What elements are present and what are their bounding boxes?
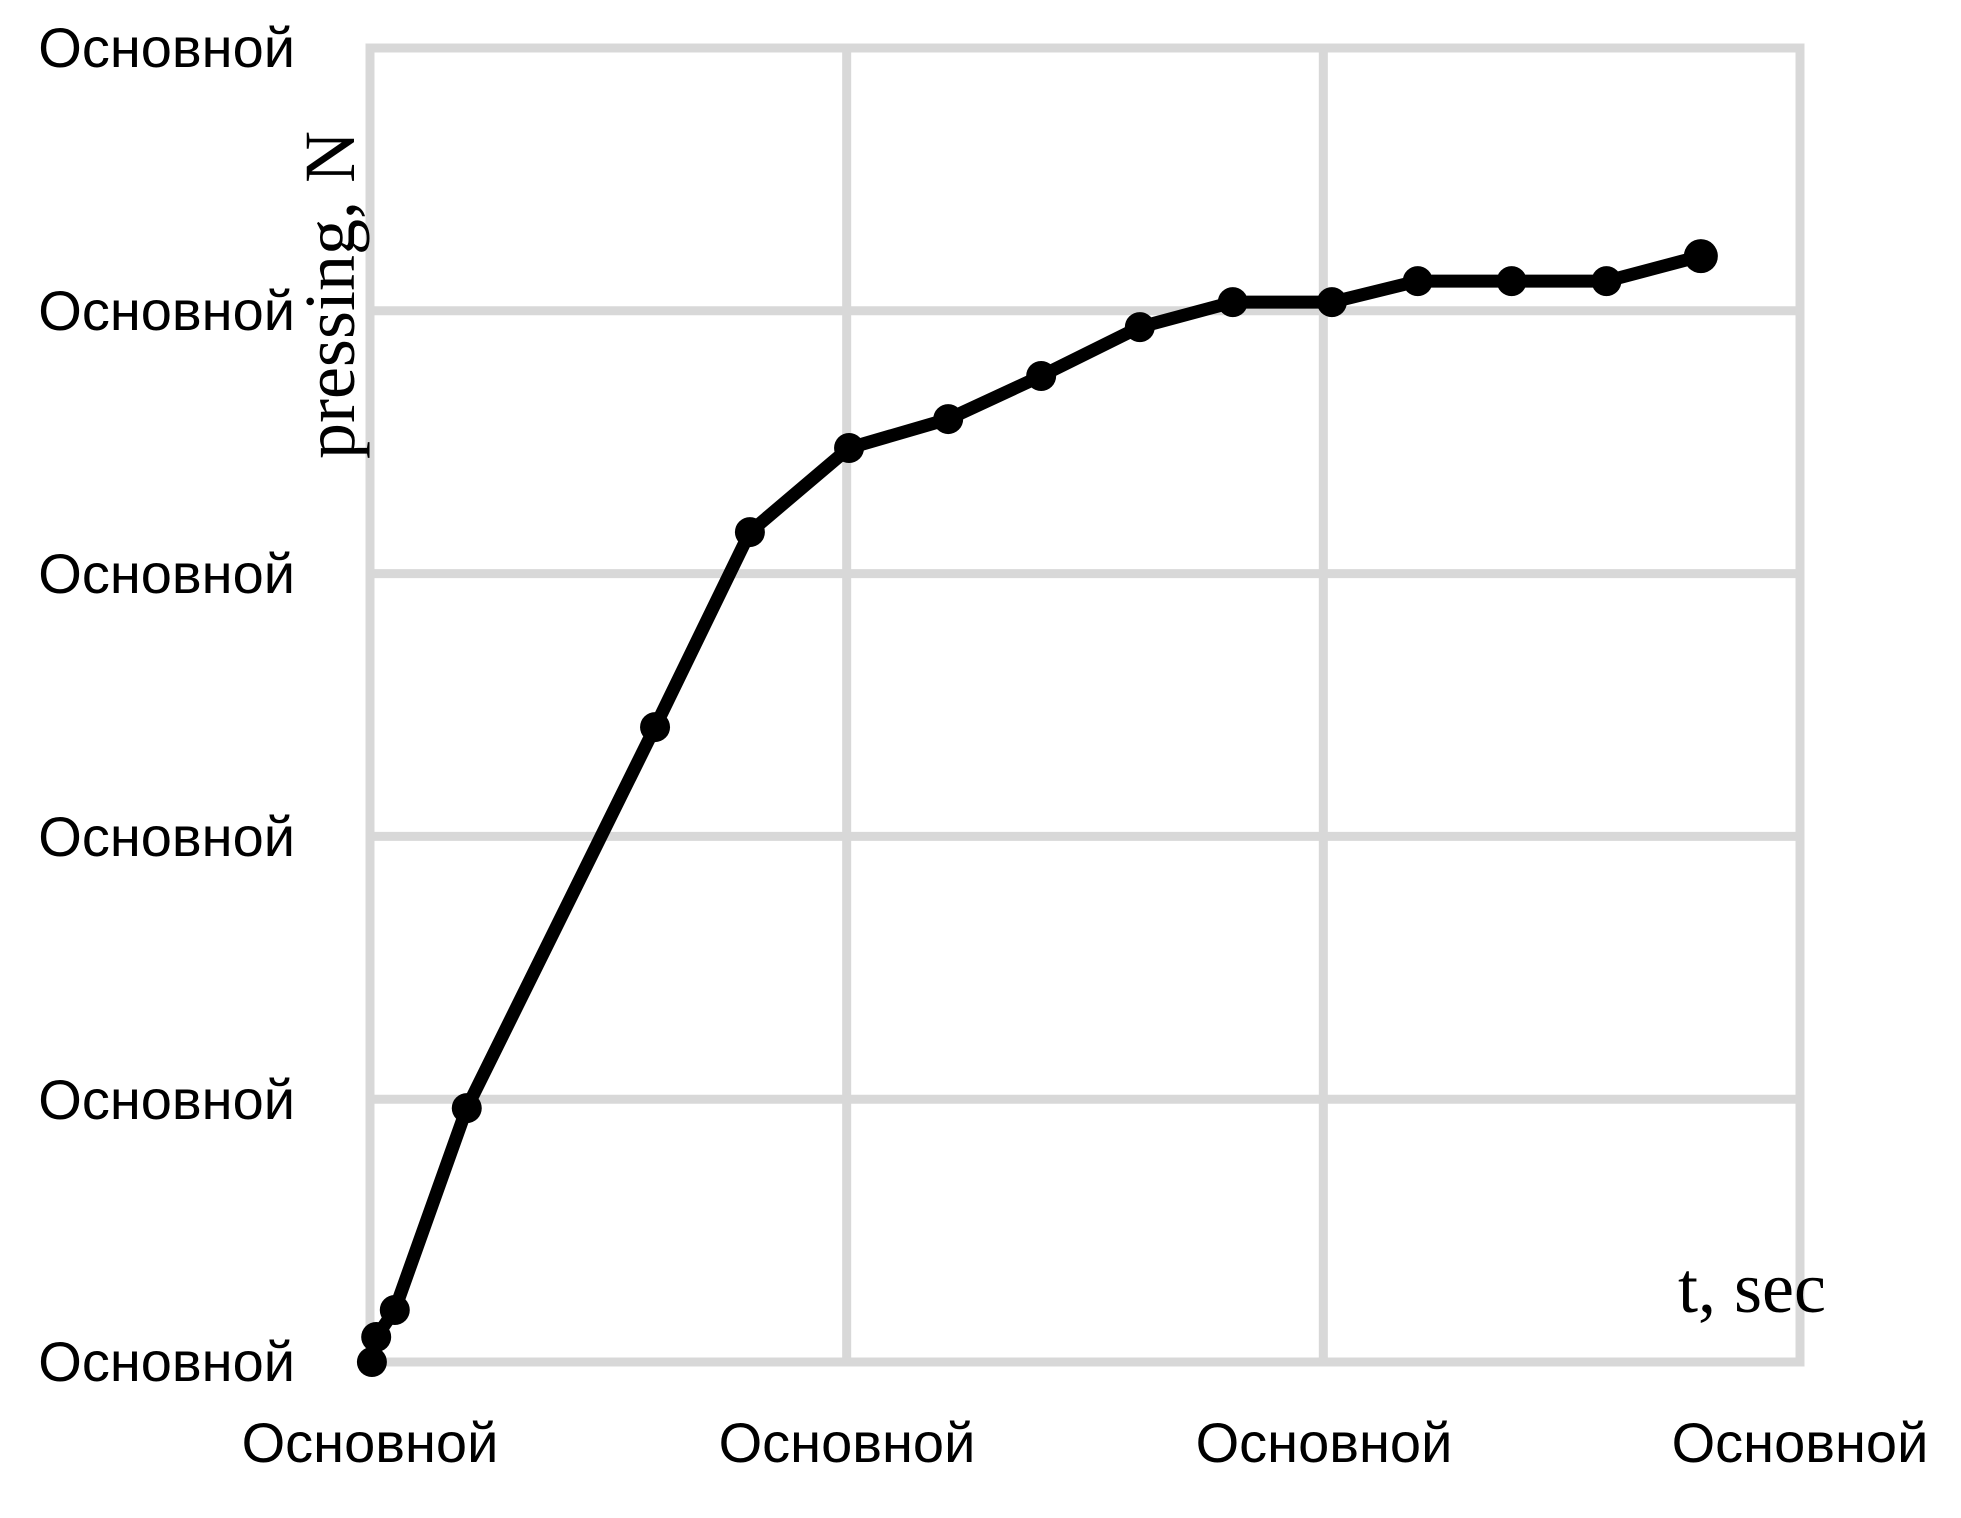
y-tick-label: Основной <box>38 805 295 868</box>
data-point-marker <box>361 1322 392 1353</box>
x-tick-label: Основной <box>1671 1411 1929 1474</box>
y-tick-label: Основной <box>38 1068 295 1131</box>
x-axis-title: t, sec <box>1678 1248 1826 1328</box>
x-tick-label: Основной <box>1195 1411 1453 1474</box>
data-point-marker <box>640 712 671 743</box>
y-tick-label: Основной <box>38 16 295 79</box>
data-point-marker <box>1683 239 1718 274</box>
data-point-marker <box>379 1294 410 1325</box>
y-axis-title: pressing, N <box>290 131 370 459</box>
data-point-marker <box>1402 266 1433 297</box>
data-point-marker <box>356 1347 387 1377</box>
data-point-marker <box>933 404 964 435</box>
data-point-marker <box>1316 287 1347 318</box>
y-tick-label: Основной <box>38 542 295 605</box>
x-tick-label: Основной <box>241 1411 499 1474</box>
data-line <box>365 249 1708 1369</box>
data-point-marker <box>1217 287 1248 318</box>
data-point-marker <box>1496 266 1527 297</box>
y-tick-label: Основной <box>38 279 295 342</box>
data-point-marker <box>1026 360 1057 391</box>
data-point-marker <box>1124 312 1155 343</box>
data-point-marker <box>1591 266 1622 297</box>
data-point-marker <box>451 1093 482 1124</box>
data-point-marker <box>734 517 765 548</box>
x-tick-label: Основной <box>718 1411 976 1474</box>
data-point-marker <box>834 432 865 463</box>
y-tick-label: Основной <box>38 1330 295 1393</box>
